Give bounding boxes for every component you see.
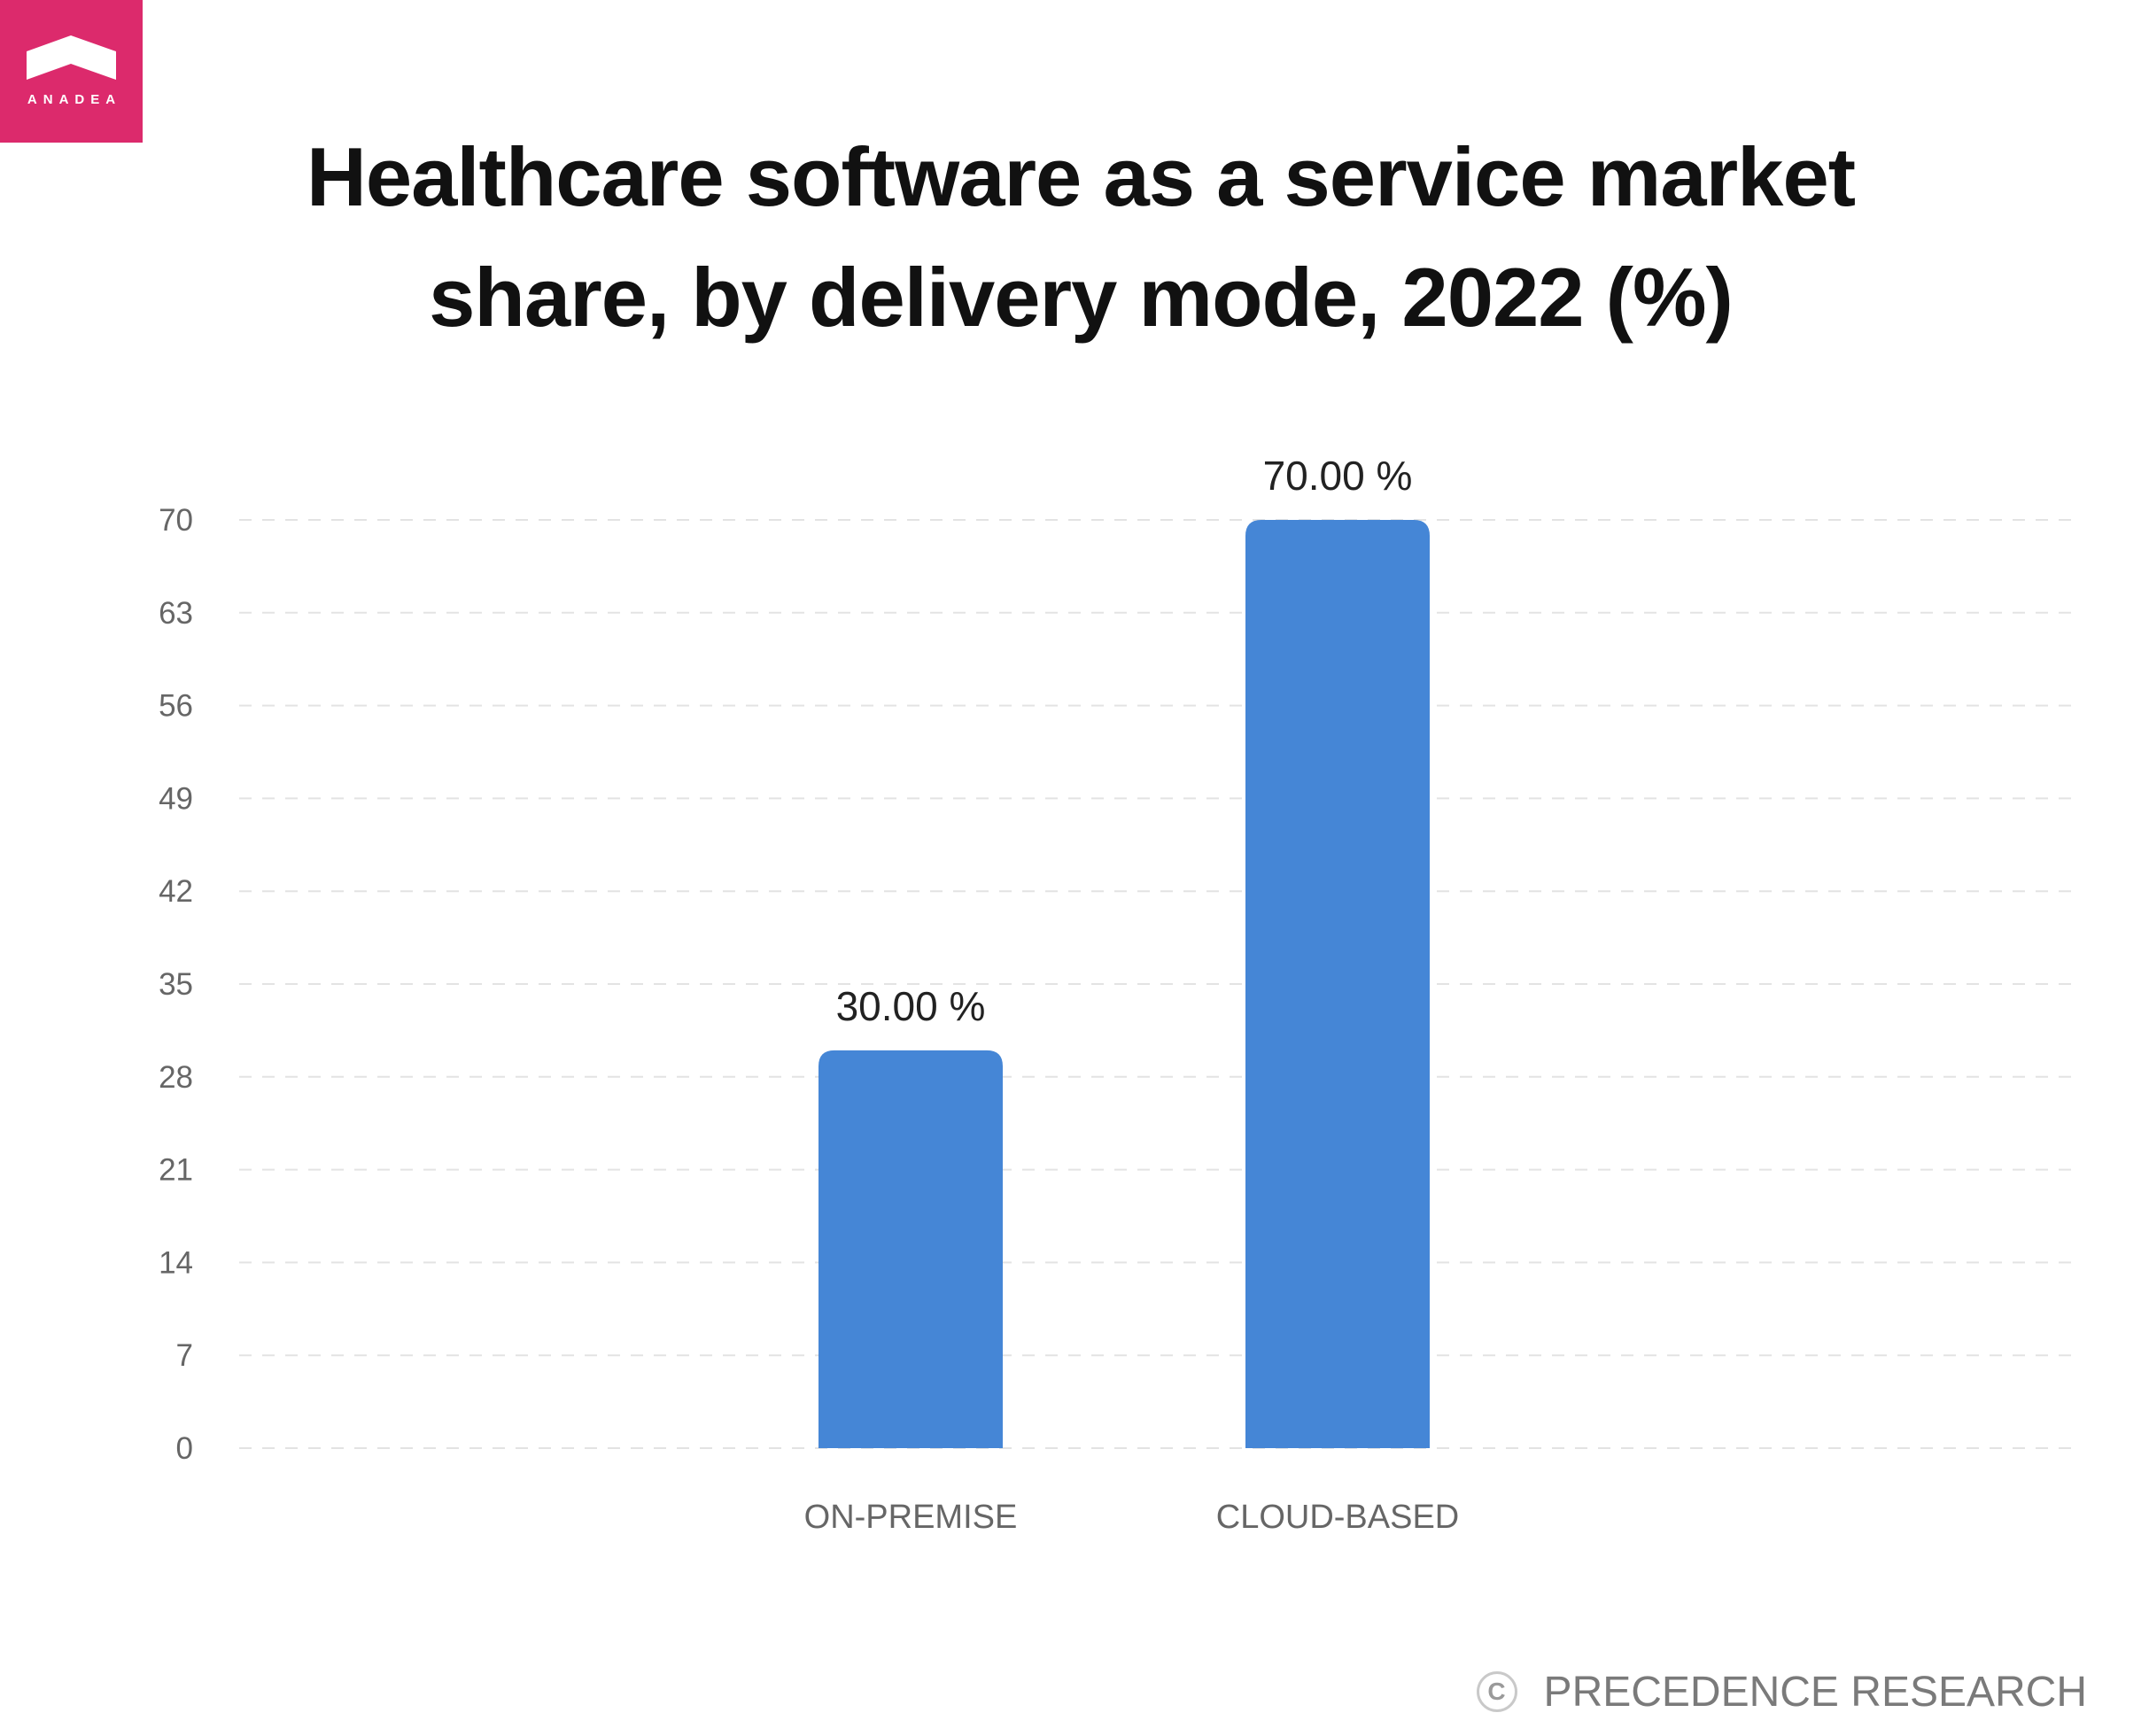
data-label: 70.00 % — [1263, 453, 1413, 499]
y-tick-label: 49 — [159, 781, 193, 816]
y-tick-label: 0 — [176, 1431, 193, 1466]
brand-name: ANADEA — [27, 92, 122, 107]
y-tick-label: 35 — [159, 967, 193, 1002]
y-tick-label: 21 — [159, 1153, 193, 1188]
chart-title: Healthcare software as a service market … — [306, 130, 1856, 344]
x-category-label: ON-PREMISE — [804, 1499, 1018, 1536]
bar-on-premise — [818, 1050, 1003, 1448]
y-tick-label: 28 — [159, 1060, 193, 1095]
copyright-icon: C — [1476, 1671, 1517, 1712]
source-name: PRECEDENCE RESEARCH — [1543, 1668, 2087, 1716]
y-tick-label: 42 — [159, 874, 193, 909]
bar-chart: 0 7 14 21 28 35 42 49 56 63 70 30.00 % ON-PREMISE 70.… — [159, 453, 2077, 1536]
y-tick-label: 14 — [159, 1245, 193, 1280]
house-roof-icon — [27, 35, 116, 80]
y-tick-label: 63 — [159, 596, 193, 631]
y-tick-label: 56 — [159, 689, 193, 724]
brand-logo: ANADEA — [0, 0, 143, 143]
y-tick-label: 7 — [176, 1338, 193, 1373]
data-label: 30.00 % — [836, 983, 986, 1029]
x-category-label: CLOUD-BASED — [1216, 1499, 1460, 1536]
source-credit: C PRECEDENCE RESEARCH — [1476, 1665, 2087, 1718]
y-tick-label: 70 — [159, 503, 193, 538]
bar-cloud-based — [1245, 520, 1430, 1448]
